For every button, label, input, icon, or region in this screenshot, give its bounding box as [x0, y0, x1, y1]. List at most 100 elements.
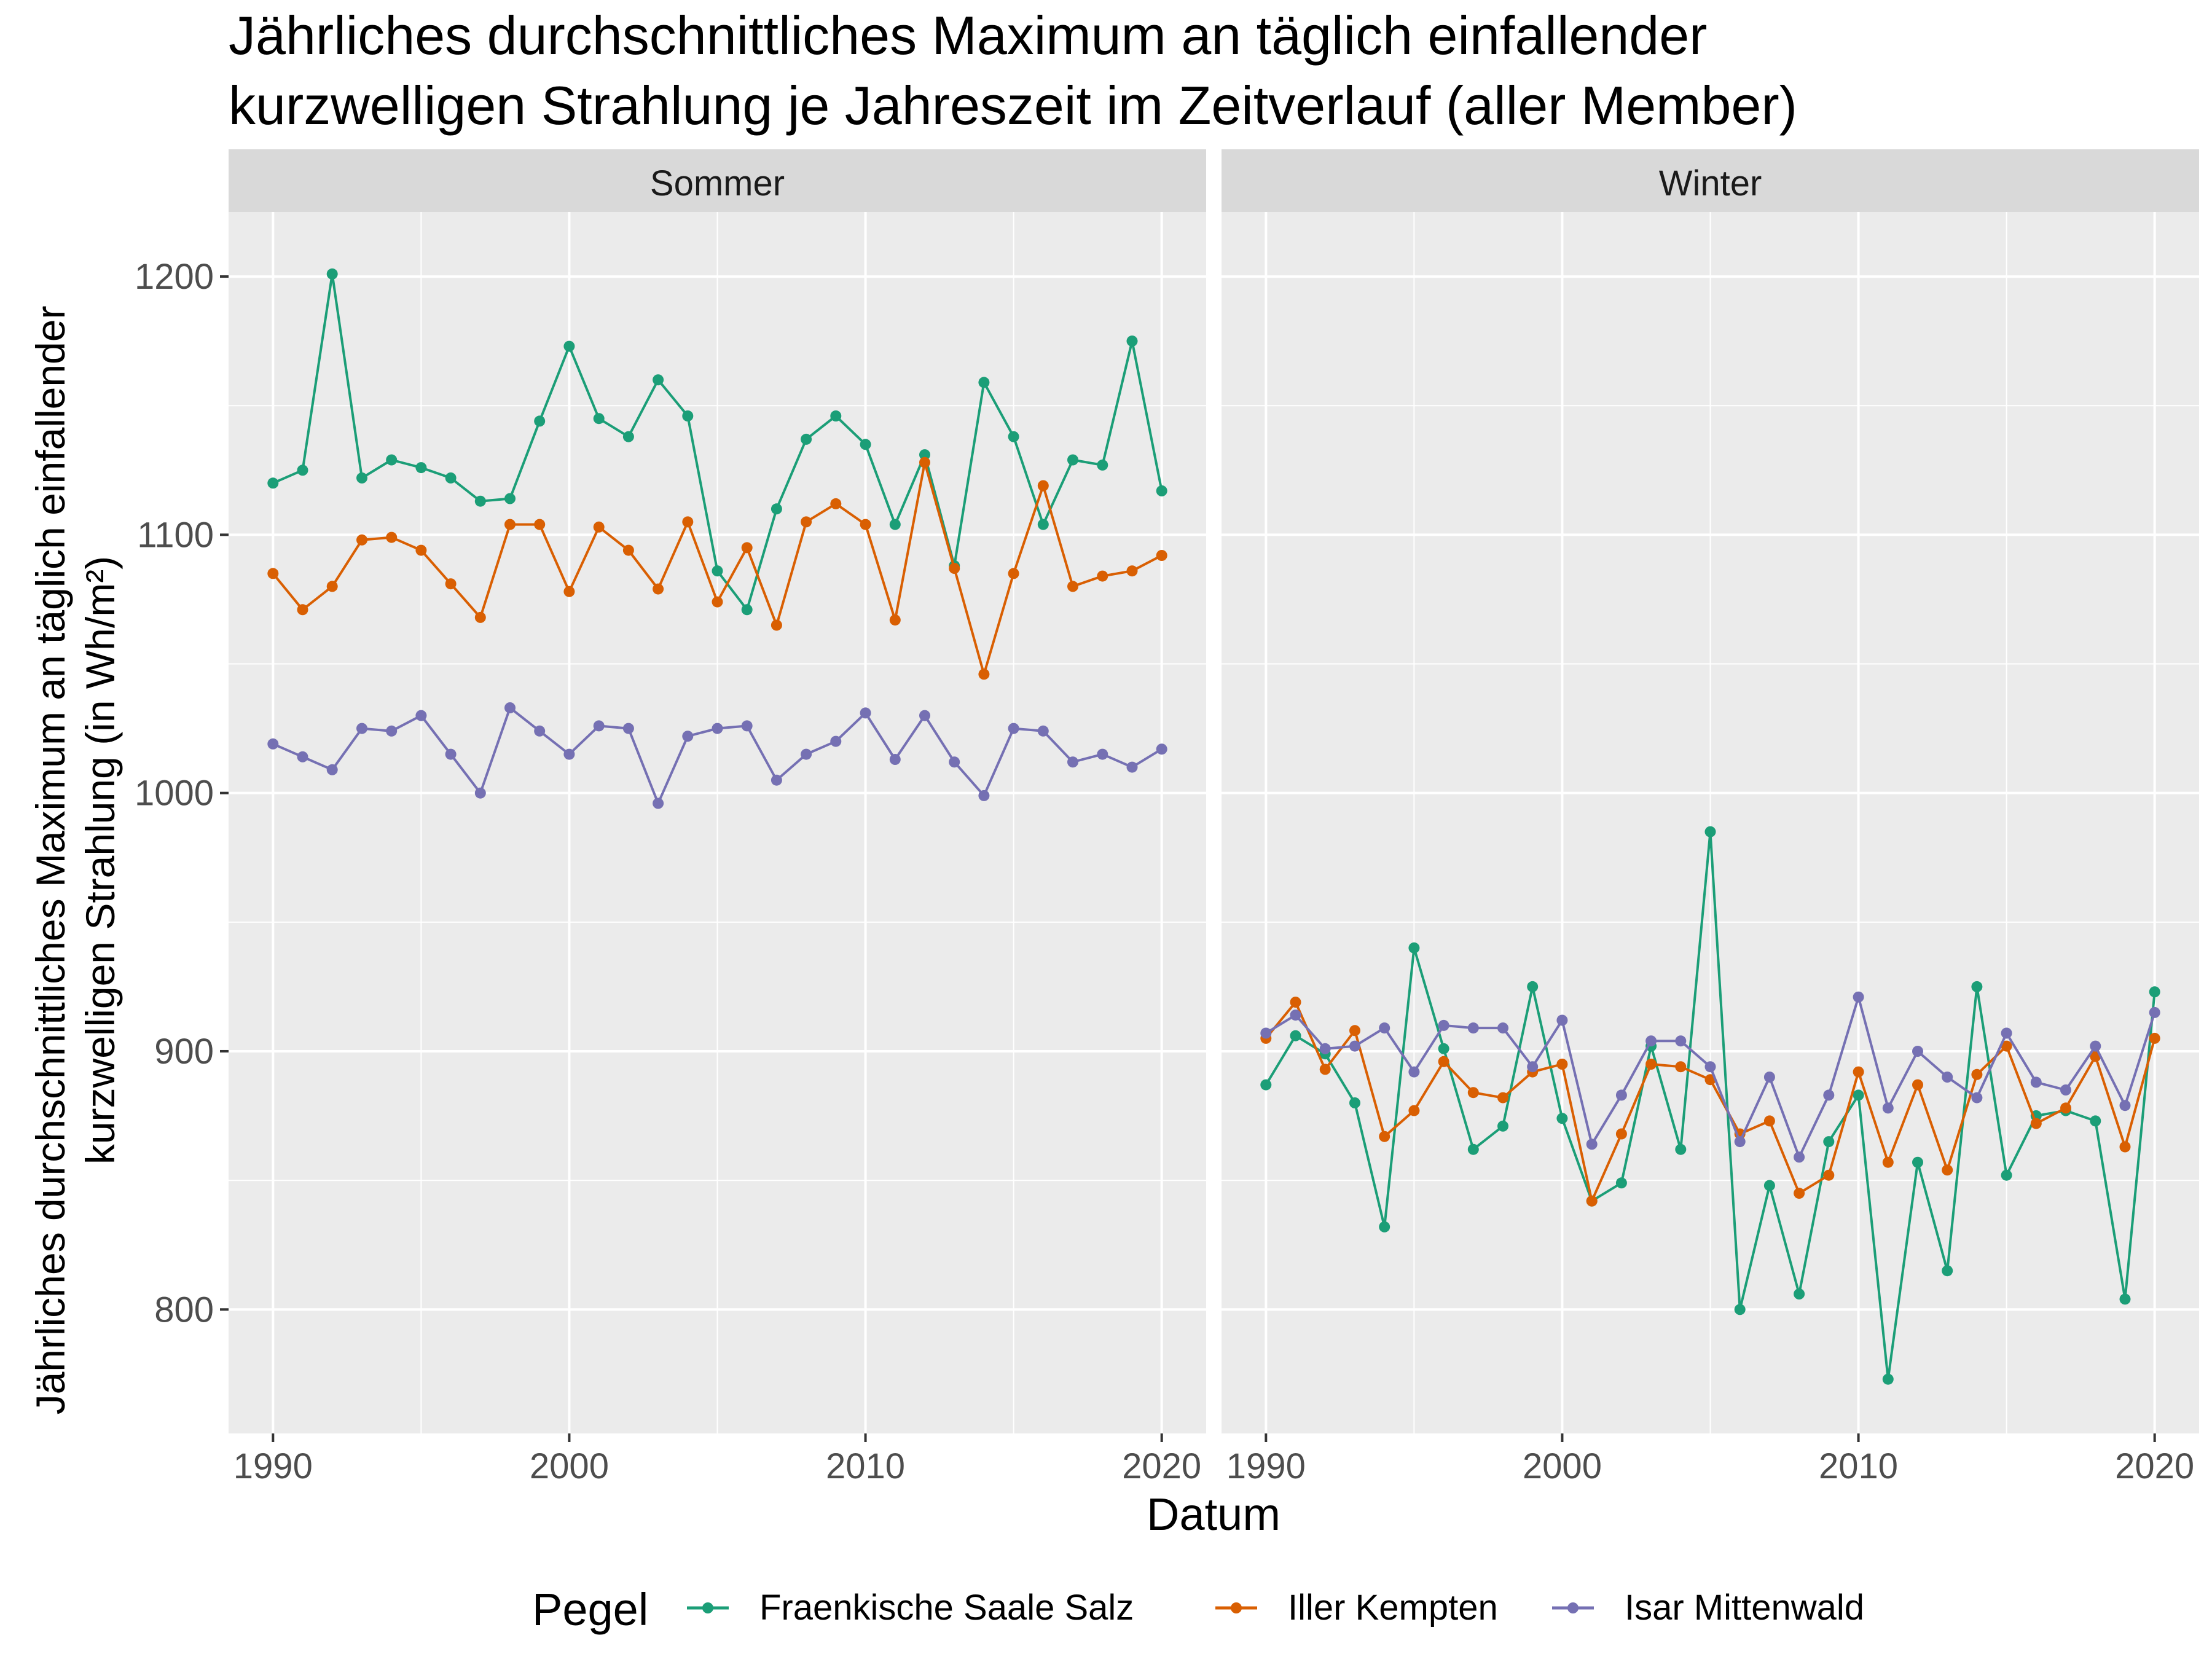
data-point-isar-mittenwald — [386, 725, 398, 737]
legend: Pegel Fraenkische Saale Salz Iller Kempt… — [532, 1584, 1864, 1635]
panel-sommer: Sommer 1990 2000 2010 2020 800 900 1000 1100 1200 — [135, 149, 1206, 1486]
legend-label-isar-mittenwald: Isar Mittenwald — [1625, 1588, 1864, 1628]
data-point-iller-kempten — [2149, 1032, 2160, 1044]
data-point-fraenkische-saale-salz — [1008, 431, 1019, 442]
data-point-fraenkische-saale-salz — [415, 462, 427, 474]
data-point-isar-mittenwald — [1556, 1014, 1568, 1026]
data-point-fraenkische-saale-salz — [297, 464, 308, 476]
data-point-fraenkische-saale-salz — [1675, 1143, 1687, 1155]
data-point-isar-mittenwald — [712, 723, 723, 734]
panels: Sommer 1990 2000 2010 2020 800 900 1000 1100 1200… — [135, 149, 2199, 1486]
legend-key-point — [1567, 1602, 1579, 1613]
y-axis-title-line-2: kurzwelligen Strahlung (in Wh/m²) — [77, 556, 123, 1164]
facet-strip-label-sommer: Sommer — [650, 163, 785, 203]
data-point-fraenkische-saale-salz — [1794, 1288, 1805, 1299]
chart-title-line-1: Jährliches durchschnittliches Maximum an… — [229, 5, 1707, 66]
data-point-fraenkische-saale-salz — [1912, 1156, 1923, 1168]
data-point-isar-mittenwald — [1734, 1136, 1746, 1148]
data-point-iller-kempten — [1037, 480, 1049, 492]
data-point-isar-mittenwald — [1971, 1092, 1983, 1103]
data-point-isar-mittenwald — [2119, 1100, 2131, 1111]
data-point-iller-kempten — [504, 519, 516, 530]
data-point-isar-mittenwald — [474, 787, 486, 799]
legend-key-point — [1231, 1602, 1242, 1613]
data-point-iller-kempten — [593, 521, 605, 533]
data-point-iller-kempten — [771, 619, 782, 631]
data-point-iller-kempten — [1942, 1164, 1953, 1176]
data-point-iller-kempten — [1319, 1064, 1331, 1075]
data-point-fraenkische-saale-salz — [1467, 1143, 1479, 1155]
data-point-fraenkische-saale-salz — [504, 493, 516, 504]
data-point-iller-kempten — [830, 498, 842, 509]
legend-label-fraenkische-saale-salz: Fraenkische Saale Salz — [759, 1588, 1134, 1628]
data-point-iller-kempten — [1008, 568, 1019, 579]
x-tick-label: 2000 — [1523, 1446, 1602, 1486]
data-point-iller-kempten — [860, 519, 871, 530]
y-tick-label: 1200 — [135, 257, 214, 297]
data-point-iller-kempten — [2119, 1141, 2131, 1153]
data-point-iller-kempten — [1097, 570, 1108, 582]
data-point-iller-kempten — [1675, 1061, 1687, 1073]
y-tick-label: 800 — [154, 1290, 214, 1330]
data-point-fraenkische-saale-salz — [1349, 1097, 1360, 1108]
data-point-iller-kempten — [1556, 1059, 1568, 1070]
data-point-isar-mittenwald — [267, 738, 279, 750]
data-point-isar-mittenwald — [534, 725, 546, 737]
data-point-fraenkische-saale-salz — [1734, 1304, 1746, 1315]
data-point-iller-kempten — [682, 516, 694, 528]
data-point-iller-kempten — [1126, 565, 1138, 577]
data-point-isar-mittenwald — [1912, 1046, 1923, 1057]
data-point-isar-mittenwald — [653, 798, 664, 809]
data-point-isar-mittenwald — [1942, 1072, 1953, 1083]
data-point-iller-kempten — [1408, 1105, 1420, 1116]
data-point-fraenkische-saale-salz — [1971, 981, 1983, 992]
data-point-iller-kempten — [1615, 1128, 1627, 1140]
data-point-fraenkische-saale-salz — [978, 377, 990, 388]
data-point-iller-kempten — [1349, 1025, 1360, 1037]
data-point-iller-kempten — [1379, 1131, 1390, 1142]
data-point-isar-mittenwald — [415, 710, 427, 721]
data-point-isar-mittenwald — [1527, 1061, 1539, 1073]
data-point-fraenkische-saale-salz — [830, 410, 842, 421]
data-point-iller-kempten — [801, 516, 812, 528]
facet-strip — [1222, 149, 2199, 212]
legend-item-iller-kempten: Iller Kempten — [1215, 1588, 1498, 1628]
data-point-fraenkische-saale-salz — [1379, 1221, 1390, 1233]
data-point-isar-mittenwald — [1763, 1072, 1775, 1083]
data-point-fraenkische-saale-salz — [919, 449, 930, 461]
data-point-isar-mittenwald — [593, 720, 605, 732]
data-point-isar-mittenwald — [2030, 1076, 2042, 1088]
data-point-fraenkische-saale-salz — [1704, 826, 1716, 837]
data-point-fraenkische-saale-salz — [2090, 1115, 2101, 1127]
data-point-fraenkische-saale-salz — [563, 340, 575, 352]
data-point-fraenkische-saale-salz — [741, 604, 753, 616]
data-point-isar-mittenwald — [1290, 1009, 1301, 1021]
data-point-isar-mittenwald — [2149, 1006, 2160, 1018]
legend-item-fraenkische-saale-salz: Fraenkische Saale Salz — [687, 1588, 1134, 1628]
data-point-isar-mittenwald — [2001, 1027, 2012, 1039]
data-point-iller-kempten — [1853, 1066, 1864, 1078]
data-point-isar-mittenwald — [563, 748, 575, 760]
data-point-iller-kempten — [1467, 1087, 1479, 1099]
x-tick-label: 2010 — [826, 1446, 905, 1486]
data-point-isar-mittenwald — [504, 702, 516, 713]
data-point-fraenkische-saale-salz — [474, 495, 486, 507]
data-point-iller-kempten — [919, 457, 930, 468]
data-point-fraenkische-saale-salz — [1260, 1079, 1272, 1091]
data-point-isar-mittenwald — [1349, 1040, 1360, 1052]
data-point-iller-kempten — [386, 531, 398, 543]
data-point-isar-mittenwald — [1853, 991, 1864, 1003]
data-point-iller-kempten — [1067, 581, 1078, 592]
data-point-isar-mittenwald — [1156, 743, 1167, 755]
data-point-isar-mittenwald — [1067, 756, 1078, 768]
data-point-iller-kempten — [534, 519, 546, 530]
data-point-iller-kempten — [1586, 1195, 1598, 1207]
data-point-fraenkische-saale-salz — [1823, 1136, 1835, 1148]
data-point-iller-kempten — [889, 614, 901, 626]
data-point-fraenkische-saale-salz — [1615, 1177, 1627, 1189]
data-point-iller-kempten — [1794, 1188, 1805, 1199]
data-point-isar-mittenwald — [1438, 1019, 1449, 1031]
data-point-isar-mittenwald — [949, 756, 960, 768]
data-point-fraenkische-saale-salz — [534, 415, 546, 427]
